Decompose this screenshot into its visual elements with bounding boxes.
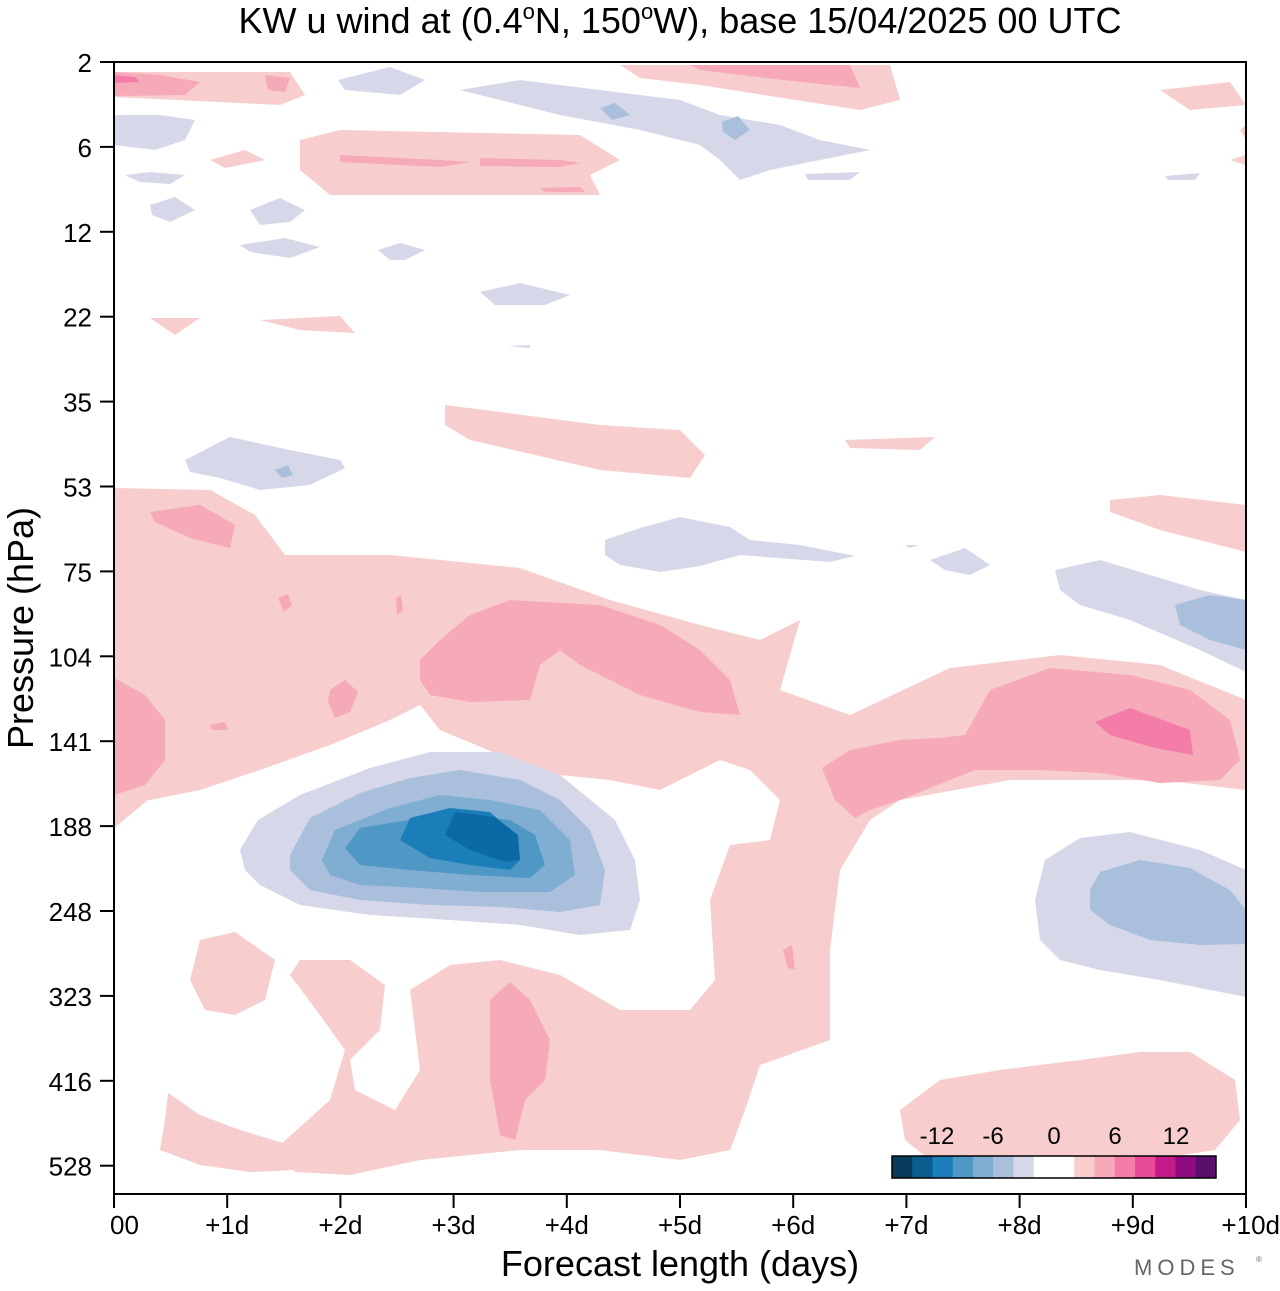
y-tick-label: 35 xyxy=(63,388,92,418)
modes-watermark: MODES xyxy=(1134,1255,1240,1280)
y-tick-label: 323 xyxy=(49,982,92,1012)
x-tick-label: +2d xyxy=(318,1210,362,1240)
y-tick-label: 141 xyxy=(49,727,92,757)
colorbar-label: 6 xyxy=(1108,1123,1121,1150)
colorbar-cell xyxy=(1074,1156,1095,1178)
y-axis-label: Pressure (hPa) xyxy=(0,507,41,749)
colorbar-cell xyxy=(1054,1156,1075,1178)
chart-title: KW u wind at (0.4oN, 150oW), base 15/04/… xyxy=(239,0,1122,41)
colorbar-cell xyxy=(1114,1156,1136,1178)
x-tick-label: +1d xyxy=(205,1210,249,1240)
colorbar-cell xyxy=(1135,1156,1156,1178)
y-tick-label: 75 xyxy=(63,557,92,587)
colorbar-cell xyxy=(932,1156,954,1178)
colorbar-cell xyxy=(952,1156,974,1178)
x-tick-label: +4d xyxy=(545,1210,589,1240)
y-tick-label: 416 xyxy=(49,1067,92,1097)
colorbar-cell xyxy=(1175,1156,1197,1178)
y-tick-label: 528 xyxy=(49,1152,92,1182)
colorbar-label: -12 xyxy=(920,1123,955,1150)
registered-mark: ® xyxy=(1256,1255,1262,1264)
x-tick-label: +7d xyxy=(884,1210,928,1240)
colorbar-label: 12 xyxy=(1163,1123,1190,1150)
y-tick-label: 188 xyxy=(49,812,92,842)
x-tick-label: +3d xyxy=(432,1210,476,1240)
colorbar-label: 0 xyxy=(1047,1123,1060,1150)
y-tick-label: 104 xyxy=(49,642,92,672)
x-tick-label: +5d xyxy=(658,1210,702,1240)
x-tick-label: 00 xyxy=(110,1210,139,1240)
colorbar-cell xyxy=(1013,1156,1035,1178)
x-tick-label: +6d xyxy=(771,1210,815,1240)
colorbar-cell xyxy=(1195,1156,1217,1178)
colorbar-cell xyxy=(912,1156,933,1178)
y-tick-label: 12 xyxy=(63,218,92,248)
colorbar-cell xyxy=(1033,1156,1055,1178)
y-tick-label: 53 xyxy=(63,473,92,503)
colorbar-label: -6 xyxy=(982,1123,1003,1150)
y-axis: 2 6 12 22 35 53 75 104 141 188 248 323 416 528 xyxy=(49,48,114,1182)
x-axis: 00 +1d +2d +3d +4d +5d +6d +7d +8d +9d +10d xyxy=(110,1194,1280,1240)
x-axis-label: Forecast length (days) xyxy=(501,1243,859,1284)
colorbar-cell xyxy=(1094,1156,1116,1178)
colorbar-cell xyxy=(973,1156,994,1178)
y-tick-label: 22 xyxy=(63,303,92,333)
y-tick-label: 6 xyxy=(78,133,92,163)
colorbar-cell xyxy=(1155,1156,1176,1178)
colorbar-cell xyxy=(892,1156,913,1178)
x-tick-label: +10d xyxy=(1221,1210,1280,1240)
x-tick-label: +9d xyxy=(1111,1210,1155,1240)
colorbar-cell xyxy=(993,1156,1014,1178)
x-tick-label: +8d xyxy=(998,1210,1042,1240)
y-tick-label: 248 xyxy=(49,897,92,927)
contour-fills xyxy=(114,65,1246,1175)
colorbar-legend: -12 -6 0 6 12 xyxy=(891,1123,1217,1179)
y-tick-label: 2 xyxy=(78,48,92,78)
